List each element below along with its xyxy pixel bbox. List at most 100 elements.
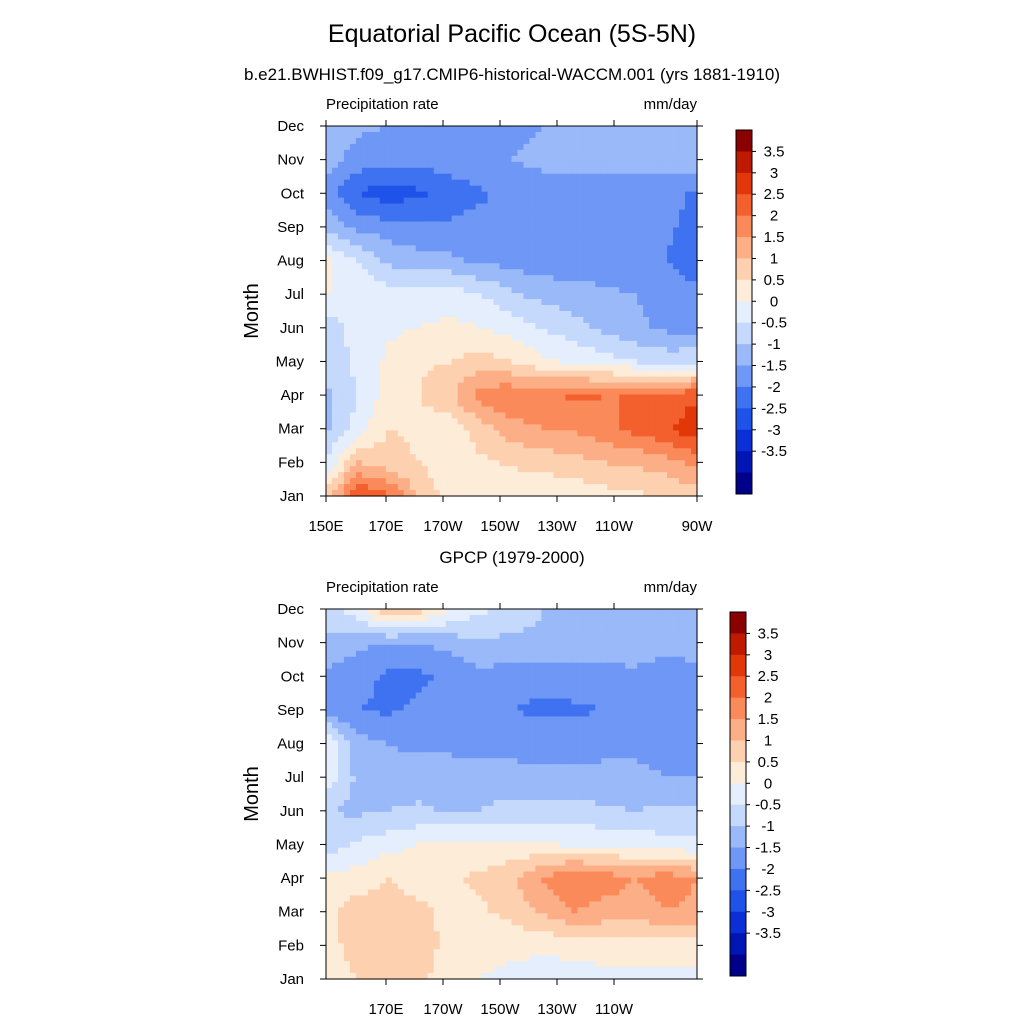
x-tick-label-110w: 110W xyxy=(595,518,634,535)
colorbar-box xyxy=(730,654,746,677)
colorbar-label: -1.5 xyxy=(761,358,787,375)
y-tick-label-jan: Jan xyxy=(280,488,304,505)
y-tick-label-oct: Oct xyxy=(281,185,305,202)
colorbar: 3.5 3 2.5 2 1.5 1 0.5 0 -0.5 -1 -1.5 -2 -2.5 -3 -3.5 xyxy=(735,129,787,495)
x-tick-label-170w: 170W xyxy=(423,1001,463,1018)
colorbar-box xyxy=(736,386,752,409)
colorbar-label: -3.5 xyxy=(755,925,781,942)
panel-1: Jan Feb Mar Apr May Jun Jul Aug Sep Oct Nov Dec 150E… xyxy=(241,96,787,535)
colorbar-label: -3 xyxy=(761,904,774,921)
panel-2: Jan Feb Mar Apr May Jun Jul Aug Sep Oct Nov Dec 170E… xyxy=(241,579,781,1018)
contour-field xyxy=(326,609,698,980)
colorbar-box xyxy=(730,804,746,827)
colorbar-box xyxy=(736,322,752,345)
colorbar-box xyxy=(736,344,752,367)
y-tick-label-aug: Aug xyxy=(277,253,304,270)
colorbar-label: -0.5 xyxy=(761,315,787,332)
colorbar-label: -0.5 xyxy=(755,797,781,814)
colorbar-label: 2.5 xyxy=(764,186,785,203)
colorbar-box xyxy=(736,451,752,474)
y-tick-label-nov: Nov xyxy=(277,635,304,652)
y-axis-label: Month xyxy=(241,766,263,822)
colorbar-label: 1.5 xyxy=(758,711,779,728)
figure-subtitle: b.e21.BWHIST.f09_g17.CMIP6-historical-WA… xyxy=(243,65,781,84)
colorbar-label: -2.5 xyxy=(761,400,787,417)
x-tick-label-90w: 90W xyxy=(682,518,714,535)
colorbar-label: -2 xyxy=(761,861,774,878)
colorbar: 3.5 3 2.5 2 1.5 1 0.5 0 -0.5 -1 -1.5 -2 -2.5 -3 -3.5 xyxy=(729,611,781,977)
colorbar-label: 0.5 xyxy=(764,272,785,289)
y-tick-label-jul: Jul xyxy=(285,286,304,303)
colorbar-box xyxy=(730,911,746,934)
colorbar-label: 3 xyxy=(770,165,778,182)
colorbar-box xyxy=(736,365,752,388)
x-tick-label-130w: 130W xyxy=(537,1001,577,1018)
y-tick-label-jun: Jun xyxy=(280,320,304,337)
y-tick-label-jan: Jan xyxy=(280,971,304,988)
x-tick-label-170e: 170E xyxy=(368,1001,403,1018)
colorbar-box xyxy=(730,612,746,634)
colorbar-label: -1 xyxy=(761,818,774,835)
y-tick-label-dec: Dec xyxy=(277,118,304,135)
left-string: Precipitation rate xyxy=(326,96,439,113)
colorbar-label: -3.5 xyxy=(761,443,787,460)
x-tick-label-150e: 150E xyxy=(308,518,343,535)
colorbar-label: -2.5 xyxy=(755,882,781,899)
y-axis-label: Month xyxy=(241,283,263,339)
x-tick-label-110w: 110W xyxy=(595,1001,634,1018)
x-tick-label-170e: 170E xyxy=(368,518,403,535)
colorbar-box xyxy=(730,740,746,763)
colorbar-label: 2 xyxy=(770,208,778,225)
colorbar-box xyxy=(730,954,746,977)
colorbar-frame xyxy=(729,611,747,977)
colorbar-box xyxy=(730,719,746,741)
colorbar-box xyxy=(730,933,746,956)
colorbar-box xyxy=(730,783,746,806)
colorbar-label: -1 xyxy=(767,336,780,353)
colorbar-label: 1 xyxy=(770,250,778,267)
colorbar-box xyxy=(736,301,752,324)
colorbar-box xyxy=(736,408,752,431)
colorbar-box xyxy=(736,279,752,302)
colorbar-box xyxy=(736,194,752,217)
colorbar-label: 0 xyxy=(770,293,778,310)
colorbar-label: 3.5 xyxy=(758,625,779,642)
y-tick-label-feb: Feb xyxy=(278,937,304,954)
y-tick-label-feb: Feb xyxy=(278,454,304,471)
colorbar-box xyxy=(730,676,746,699)
y-tick-label-dec: Dec xyxy=(277,601,304,618)
colorbar-box xyxy=(736,258,752,281)
colorbar-box xyxy=(730,847,746,870)
figure-title: Equatorial Pacific Ocean (5S-5N) xyxy=(327,20,697,48)
colorbar-box xyxy=(730,761,746,784)
colorbar-label: 2 xyxy=(764,690,772,707)
colorbar-box xyxy=(736,215,752,238)
x-tick-label-130w: 130W xyxy=(537,518,577,535)
colorbar-label: 3.5 xyxy=(764,143,785,160)
y-tick-label-may: May xyxy=(276,353,305,370)
colorbar-frame xyxy=(735,129,753,495)
y-tick-label-sep: Sep xyxy=(277,219,304,236)
colorbar-label: -3 xyxy=(767,422,780,439)
right-string: mm/day xyxy=(644,96,698,113)
x-tick-label-150w: 150W xyxy=(480,518,520,535)
colorbar-box xyxy=(730,633,746,656)
colorbar-box xyxy=(736,172,752,195)
y-tick-label-apr: Apr xyxy=(281,387,304,404)
colorbar-label: 3 xyxy=(764,647,772,664)
y-tick-label-nov: Nov xyxy=(277,152,304,169)
y-tick-label-oct: Oct xyxy=(281,668,305,685)
contour-field xyxy=(326,126,698,497)
y-tick-label-jul: Jul xyxy=(285,769,304,786)
y-tick-label-mar: Mar xyxy=(278,421,304,438)
x-tick-label-150w: 150W xyxy=(480,1001,520,1018)
y-tick-label-jun: Jun xyxy=(280,803,304,820)
colorbar-label: 2.5 xyxy=(758,668,779,685)
colorbar-label: 0.5 xyxy=(758,754,779,771)
left-string: Precipitation rate xyxy=(326,579,439,596)
colorbar-box xyxy=(730,868,746,891)
colorbar-box xyxy=(736,130,752,152)
colorbar-box xyxy=(736,472,752,495)
